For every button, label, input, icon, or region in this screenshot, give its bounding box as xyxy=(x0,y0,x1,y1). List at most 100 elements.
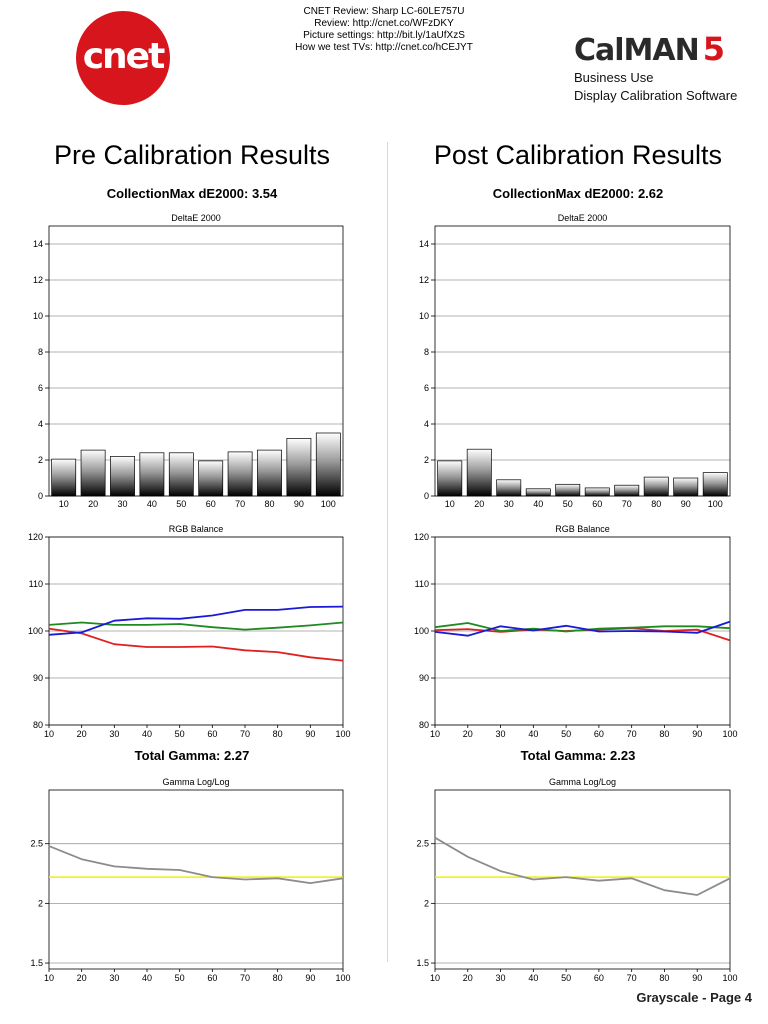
review-info: CNET Review: Sharp LC-60LE757U Review: h… xyxy=(250,6,518,54)
y-tick-label: 100 xyxy=(414,626,429,636)
chart-title: Gamma Log/Log xyxy=(162,777,229,787)
x-tick-label: 10 xyxy=(430,973,440,983)
bar xyxy=(80,449,106,497)
post-collection-max: CollectionMax dE2000: 2.62 xyxy=(492,186,664,201)
x-tick-label: 100 xyxy=(722,973,737,983)
cnet-logo-text: cnet xyxy=(82,36,166,77)
x-tick-label: 40 xyxy=(147,499,157,509)
y-tick-label: 12 xyxy=(33,275,43,285)
chart-title: Gamma Log/Log xyxy=(549,777,616,787)
post-title: Post Calibration Results xyxy=(433,140,723,170)
column-divider xyxy=(387,142,388,962)
y-tick-label: 6 xyxy=(424,383,429,393)
bar xyxy=(673,477,699,497)
pre-gamma-chart: Gamma Log/Log 1.5 2 2.5 10 20 30 40 50 60 70 80 90 10… xyxy=(30,777,350,983)
calman-logo: CalMAN 5 xyxy=(574,30,725,68)
bar xyxy=(614,484,640,497)
y-tick-label: 0 xyxy=(38,491,43,501)
y-tick-label: 6 xyxy=(38,383,43,393)
bar xyxy=(257,449,282,497)
pre-title: Pre Calibration Results xyxy=(53,140,331,170)
x-tick-label: 20 xyxy=(88,499,98,509)
y-tick-label: 110 xyxy=(415,579,429,589)
chart-title: RGB Balance xyxy=(169,524,224,534)
x-tick-label: 10 xyxy=(430,729,440,739)
x-tick-label: 100 xyxy=(335,729,350,739)
x-tick-label: 40 xyxy=(528,973,538,983)
bar xyxy=(315,432,341,497)
calman-sub-line: Business Use xyxy=(574,70,654,85)
x-tick-label: 20 xyxy=(77,973,87,983)
x-tick-label: 20 xyxy=(463,973,473,983)
series-line xyxy=(48,845,344,884)
bar xyxy=(110,456,135,497)
series-line xyxy=(434,622,731,633)
bar xyxy=(525,488,551,497)
x-tick-label: 70 xyxy=(627,729,637,739)
series-line xyxy=(434,836,731,896)
bar xyxy=(168,452,194,497)
x-tick-label: 50 xyxy=(561,729,571,739)
y-tick-label: 12 xyxy=(419,275,429,285)
x-tick-label: 20 xyxy=(463,729,473,739)
x-tick-label: 80 xyxy=(651,499,661,509)
x-tick-label: 80 xyxy=(273,973,283,983)
calman-subtitle: Business Use Display Calibration Softwar… xyxy=(574,69,737,105)
bar xyxy=(584,487,610,497)
series-line xyxy=(48,621,344,631)
x-tick-label: 50 xyxy=(176,499,186,509)
y-tick-label: 80 xyxy=(419,720,429,730)
chart-title: DeltaE 2000 xyxy=(171,213,221,223)
y-tick-label: 90 xyxy=(33,673,43,683)
post-rgb-balance-chart: RGB Balance 80 90 100 110 120 10 20 30 40 50 60 70 80… xyxy=(414,524,738,739)
review-info-line: Review: http://cnet.co/WFzDKY xyxy=(314,18,454,29)
x-tick-label: 10 xyxy=(44,973,54,983)
y-tick-label: 1.5 xyxy=(30,958,43,968)
y-tick-label: 100 xyxy=(28,626,43,636)
x-tick-label: 90 xyxy=(305,729,315,739)
x-tick-label: 60 xyxy=(207,973,217,983)
post-deltae-chart: DeltaE 2000 0 2 4 6 8 10 12 14 10 20 30 40 50 60 70 80 90… xyxy=(419,213,731,509)
page-footer: Grayscale - Page 4 xyxy=(636,990,752,1005)
y-tick-label: 14 xyxy=(33,239,43,249)
x-tick-label: 40 xyxy=(142,973,152,983)
x-tick-label: 10 xyxy=(445,499,455,509)
x-tick-label: 100 xyxy=(335,973,350,983)
bar xyxy=(198,460,224,497)
post-gamma-chart: Gamma Log/Log 1.5 2 2.5 10 20 30 40 50 60 70 80 90 10… xyxy=(416,777,737,983)
x-tick-label: 10 xyxy=(44,729,54,739)
y-tick-label: 2 xyxy=(424,455,429,465)
y-tick-label: 120 xyxy=(414,532,429,542)
plot-frame xyxy=(434,789,731,970)
calman-brand: CalMAN xyxy=(574,33,700,68)
review-info-line: CNET Review: Sharp LC-60LE757U xyxy=(303,6,465,17)
post-total-gamma: Total Gamma: 2.23 xyxy=(520,748,636,763)
bar xyxy=(227,451,253,497)
plot-frame xyxy=(48,225,344,497)
x-tick-label: 70 xyxy=(622,499,632,509)
x-tick-label: 60 xyxy=(592,499,602,509)
bar xyxy=(139,452,165,497)
x-tick-label: 90 xyxy=(305,973,315,983)
x-tick-label: 60 xyxy=(594,973,604,983)
x-tick-label: 30 xyxy=(109,729,119,739)
y-tick-label: 120 xyxy=(28,532,43,542)
y-tick-label: 80 xyxy=(33,720,43,730)
y-tick-label: 110 xyxy=(29,579,43,589)
x-tick-label: 30 xyxy=(117,499,127,509)
x-tick-label: 90 xyxy=(681,499,691,509)
review-info-line: How we test TVs: http://cnet.co/hCEJYT xyxy=(295,42,473,53)
series-line xyxy=(48,627,344,662)
bar xyxy=(702,472,728,497)
bar xyxy=(496,479,522,497)
x-tick-label: 40 xyxy=(533,499,543,509)
y-tick-label: 2 xyxy=(424,898,429,908)
x-tick-label: 80 xyxy=(659,729,669,739)
x-tick-label: 10 xyxy=(59,499,69,509)
pre-total-gamma: Total Gamma: 2.27 xyxy=(134,748,250,763)
y-tick-label: 4 xyxy=(424,419,429,429)
y-tick-label: 4 xyxy=(38,419,43,429)
x-tick-label: 70 xyxy=(240,729,250,739)
x-tick-label: 30 xyxy=(496,973,506,983)
bar xyxy=(437,460,463,497)
